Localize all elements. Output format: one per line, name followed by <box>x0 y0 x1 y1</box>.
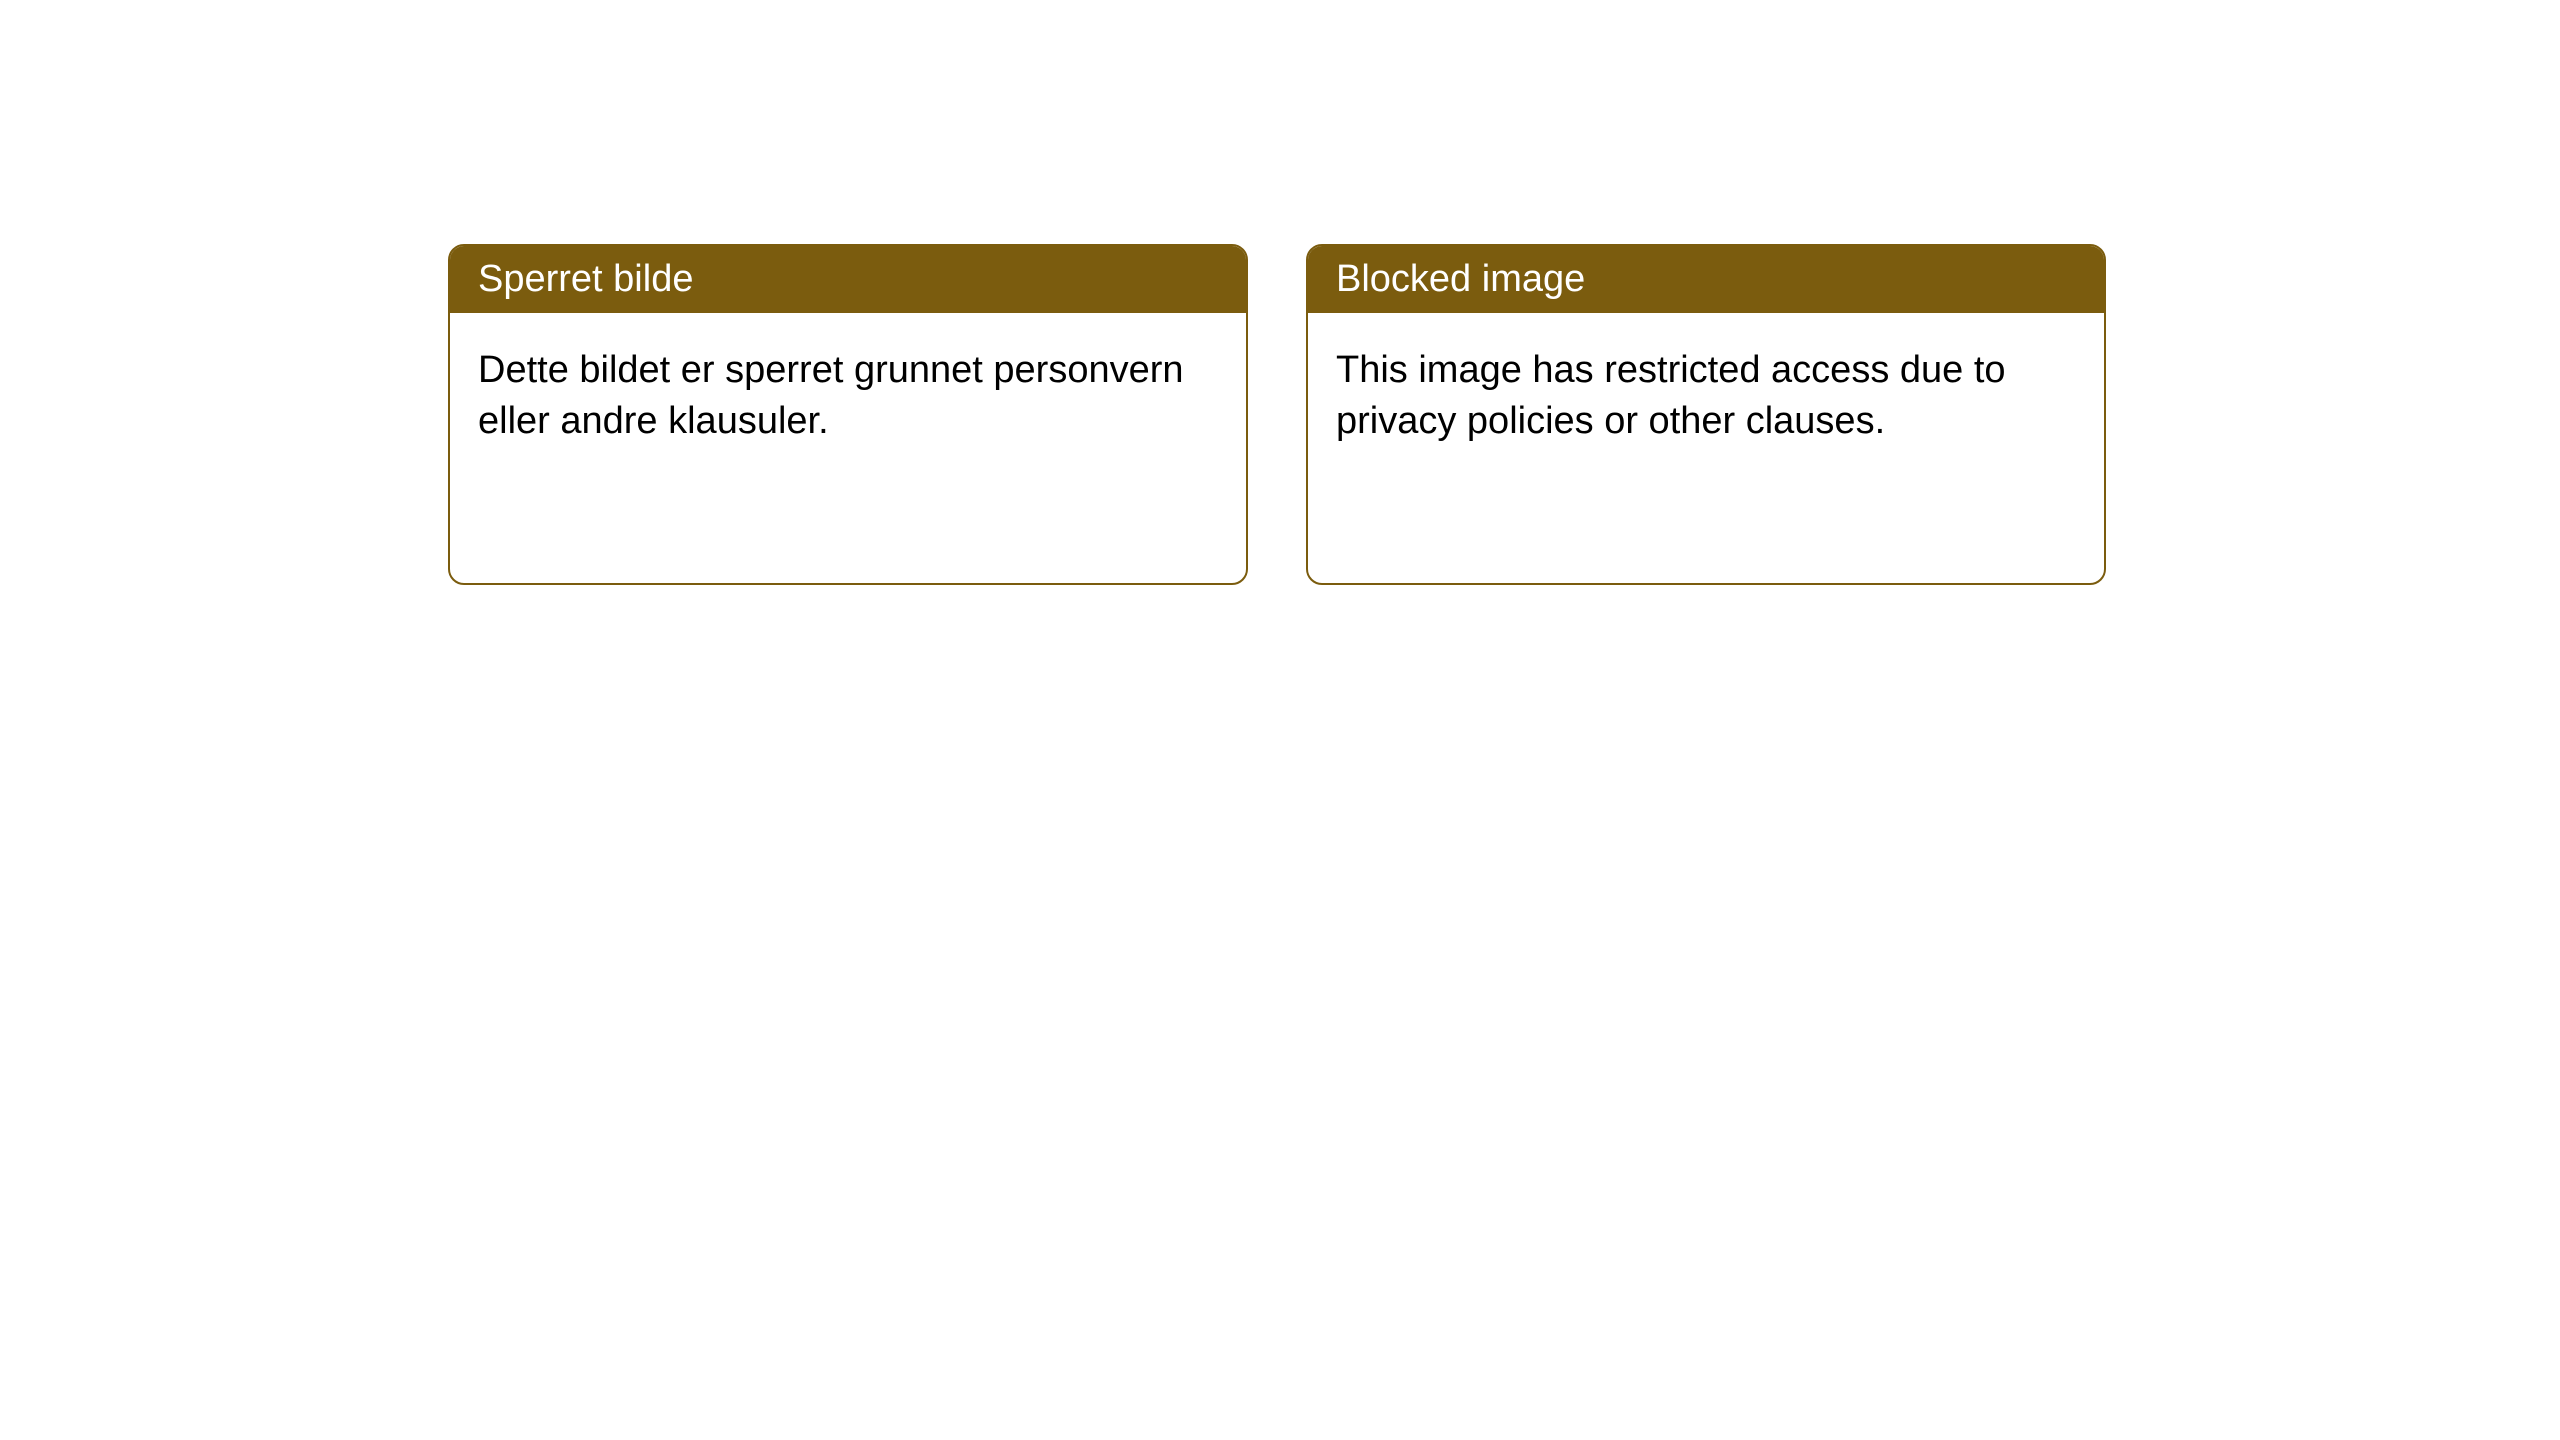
card-body-text: Dette bildet er sperret grunnet personve… <box>478 349 1184 442</box>
blocked-image-cards-container: Sperret bilde Dette bildet er sperret gr… <box>448 244 2106 585</box>
card-header: Sperret bilde <box>450 246 1246 313</box>
card-title: Blocked image <box>1336 258 1585 300</box>
blocked-image-card-en: Blocked image This image has restricted … <box>1306 244 2106 585</box>
card-body: This image has restricted access due to … <box>1308 313 2104 583</box>
card-header: Blocked image <box>1308 246 2104 313</box>
card-title: Sperret bilde <box>478 258 693 300</box>
blocked-image-card-no: Sperret bilde Dette bildet er sperret gr… <box>448 244 1248 585</box>
card-body: Dette bildet er sperret grunnet personve… <box>450 313 1246 583</box>
card-body-text: This image has restricted access due to … <box>1336 349 2006 442</box>
